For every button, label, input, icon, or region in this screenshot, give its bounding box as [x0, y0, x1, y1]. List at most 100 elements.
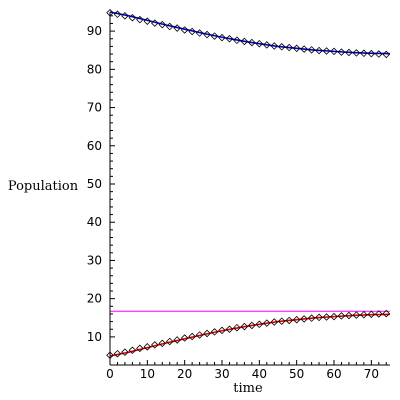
- data-point: [225, 325, 234, 334]
- data-point: [270, 42, 279, 50]
- plot-area: [106, 8, 391, 360]
- data-point: [375, 50, 383, 58]
- data-point: [315, 313, 323, 322]
- y-tick-label: 60: [87, 139, 102, 153]
- data-point: [165, 337, 174, 346]
- x-tick-label: 10: [140, 367, 155, 381]
- data-point: [180, 26, 189, 34]
- data-point: [352, 49, 361, 57]
- data-point: [255, 39, 264, 48]
- data-point: [345, 48, 353, 57]
- data-point: [173, 24, 181, 32]
- data-point: [151, 19, 159, 27]
- data-point: [158, 339, 167, 348]
- data-point: [345, 311, 353, 320]
- data-point: [330, 312, 338, 321]
- x-tick-label: 40: [252, 367, 267, 381]
- data-point: [315, 46, 323, 55]
- data-point: [188, 27, 196, 36]
- y-tick-label: 30: [87, 253, 102, 267]
- y-tick-label: 70: [87, 101, 102, 115]
- x-tick-label: 70: [364, 367, 379, 381]
- data-point: [180, 334, 189, 342]
- data-point: [263, 319, 271, 327]
- data-point: [263, 41, 271, 49]
- data-point: [307, 314, 316, 322]
- data-point: [203, 329, 211, 338]
- data-point: [121, 12, 129, 20]
- marker-series-1: [106, 309, 391, 360]
- data-point: [322, 313, 331, 321]
- data-point: [218, 326, 226, 335]
- data-point: [285, 43, 293, 52]
- series-line-3: [109, 313, 391, 357]
- data-point: [188, 332, 196, 341]
- data-point: [195, 29, 204, 37]
- y-tick-label: 90: [87, 24, 102, 38]
- data-point: [330, 47, 338, 56]
- y-tick-label: 40: [87, 215, 102, 229]
- data-point: [151, 341, 159, 349]
- data-point: [233, 36, 241, 45]
- data-point: [337, 48, 346, 56]
- data-point: [248, 321, 256, 330]
- data-point: [165, 22, 174, 31]
- data-point: [285, 316, 293, 325]
- data-point: [255, 320, 264, 329]
- data-point: [113, 10, 122, 19]
- data-point: [277, 43, 286, 51]
- y-tick-label: 10: [87, 330, 102, 344]
- data-point: [292, 44, 301, 53]
- data-point: [113, 349, 122, 358]
- x-axis-label: time: [233, 381, 263, 396]
- x-tick-label: 60: [326, 367, 341, 381]
- data-point: [367, 49, 376, 58]
- data-point: [382, 50, 391, 59]
- data-point: [210, 328, 219, 336]
- x-tick-label: 0: [106, 367, 114, 381]
- data-point: [121, 348, 129, 356]
- x-tick-label: 30: [214, 367, 229, 381]
- data-point: [233, 323, 241, 332]
- data-point: [307, 46, 316, 54]
- data-point: [248, 38, 256, 47]
- data-point: [240, 37, 249, 46]
- data-point: [322, 47, 331, 55]
- y-ticks: 10 20 30 40 50 60 70 80 90: [87, 15, 115, 344]
- data-point: [136, 344, 144, 353]
- data-point: [270, 318, 279, 326]
- x-ticks: 0 10 20 30 40 50 60 70: [106, 360, 387, 381]
- y-tick-label: 80: [87, 62, 102, 76]
- marker-series-0: [106, 8, 391, 59]
- x-tick-label: 20: [177, 367, 192, 381]
- data-point: [367, 310, 376, 319]
- data-point: [375, 310, 383, 318]
- data-point: [277, 317, 286, 325]
- data-point: [360, 49, 368, 58]
- data-point: [218, 33, 226, 42]
- data-point: [360, 310, 368, 319]
- data-point: [210, 32, 219, 40]
- data-point: [300, 45, 308, 53]
- series-line-2: [109, 11, 391, 55]
- data-point: [136, 15, 144, 24]
- x-tick-label: 50: [289, 367, 304, 381]
- data-point: [240, 322, 249, 331]
- data-point: [128, 346, 137, 355]
- data-point: [143, 343, 152, 351]
- data-point: [382, 309, 391, 318]
- data-point: [143, 17, 152, 25]
- data-point: [225, 34, 234, 43]
- y-tick-label: 20: [87, 292, 102, 306]
- data-point: [337, 312, 346, 320]
- data-point: [195, 331, 204, 339]
- data-point: [173, 336, 181, 344]
- y-tick-label: 50: [87, 177, 102, 191]
- y-axis-label: Population: [8, 179, 79, 194]
- data-point: [352, 311, 361, 319]
- data-point: [203, 30, 211, 39]
- data-point: [128, 13, 137, 22]
- data-point: [158, 20, 167, 29]
- data-point: [292, 315, 301, 324]
